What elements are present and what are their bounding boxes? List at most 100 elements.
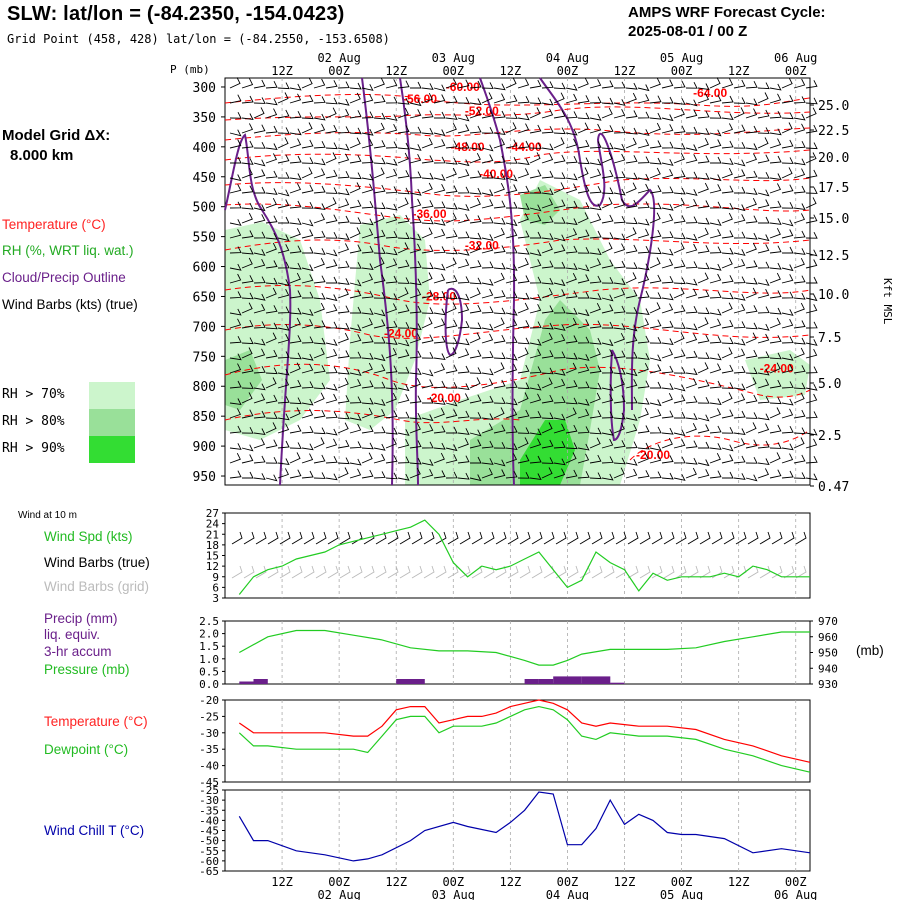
wind-barb [397,411,410,419]
wind-barb [709,129,722,137]
wind-barb [757,127,770,134]
wind-barb [553,458,566,466]
wind-barb [661,213,674,224]
wind-barb [541,170,554,179]
top-hour-label: 12Z [614,64,636,78]
wind-barb [577,354,590,361]
wind-barb [313,203,326,211]
wind-barb [409,126,422,134]
wind-barb [385,168,398,179]
wind-barb [649,292,662,299]
wind-barb-true [435,531,447,545]
wind-barb [241,302,253,314]
wind-barb [277,378,290,389]
wind-barb [433,246,446,254]
wind-barb [685,99,698,107]
wind-barb [313,248,326,255]
wind-barb [241,113,254,121]
temperature-panel-tick-label: -45 [199,776,219,789]
wind-barb-grid [519,565,531,579]
wind-barb [301,443,314,451]
wind-barb [601,411,614,419]
wind-barb [721,113,734,121]
wind-barb [373,381,386,389]
wind-barb [253,473,266,480]
wind-barb [349,324,362,332]
wind-barb [530,231,542,239]
wind-barb [637,245,650,254]
cross-section-frame [224,77,811,486]
wind-barb [637,201,650,209]
wind-barb [529,410,542,419]
wind-barb [661,159,674,166]
wind-barb [253,107,265,119]
wind-barb [433,425,446,434]
wind-barb [373,157,386,165]
wind-barb [349,110,362,119]
wind-barb [481,323,494,331]
wind-barb [469,304,482,314]
bottom-hour-label: 00Z [328,875,350,889]
wind-barb [613,412,626,420]
wind-barb [793,168,806,179]
wind-barb [301,381,314,389]
wind-barb [505,353,518,361]
wind-barb-true [711,531,723,545]
wind-barb [337,198,350,209]
wind-barb [409,109,422,119]
wind-barb [613,126,626,134]
wind-barb [517,95,530,104]
wind-barb [697,217,710,225]
wind-barb [709,228,722,239]
wind-barb [277,279,290,286]
wind-barb [421,127,434,135]
wind-barb [553,244,566,254]
wind-barb [433,263,446,271]
wind-barb [325,80,338,89]
rh70-swatch [89,382,135,409]
forecast-cycle-date: 2025-08-01 / 00 Z [628,23,748,40]
wind-barb [637,111,650,119]
wind-barb [781,219,794,227]
wind-barb [241,202,254,210]
wind-barb [361,200,374,209]
wind-barb [385,382,398,390]
wind-barb [601,393,614,404]
wind-barb [277,395,290,404]
wind-barb [445,95,458,104]
wind-barb [397,214,410,224]
wind-barb [793,337,806,345]
wind-barb [493,245,506,254]
wind-barb [397,242,409,254]
wind-barb-true [423,531,435,545]
wind-barb [793,472,806,479]
wind-barb [661,186,674,194]
wind-barb-true [531,531,543,545]
wind-barb [529,321,542,329]
wind-barb [289,424,302,434]
wind-barb [565,138,578,149]
wind-barb [301,264,314,272]
wind-barb [397,97,410,105]
wind-barb [529,303,542,314]
wind-barb [385,123,398,134]
wind-barb [517,140,530,149]
wind-barb [577,264,590,272]
windchill-panel-tick-label: -60 [199,855,219,868]
legend-rh80: RH > 80% [2,414,65,429]
top-hour-label: 00Z [557,64,579,78]
wind-barb [577,398,590,406]
wind-barb [265,188,278,195]
wind-barb [373,112,386,120]
wind-barb [445,113,458,120]
wind-barb [361,362,373,374]
wind-barb [649,77,661,89]
wind-barb-grid [627,565,639,579]
wind-barb [421,334,434,344]
wind-barb [517,364,530,374]
wind-barb [577,139,590,149]
wind-barb [325,107,337,119]
wind-barb [457,258,470,269]
wind-barb [482,171,494,179]
wind-barb [241,247,254,255]
